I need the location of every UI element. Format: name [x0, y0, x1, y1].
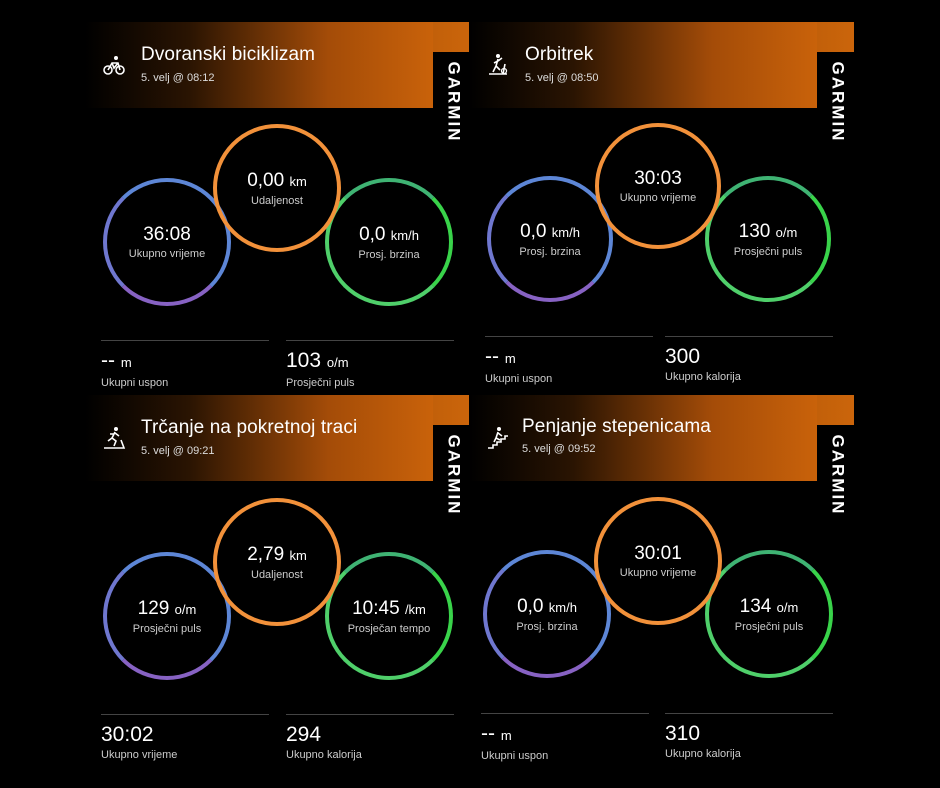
activity-card-treadmill[interactable]: Trčanje na pokretnoj traci 5. velj @ 09:… — [85, 395, 470, 785]
ring-label: Prosj. brzina — [358, 248, 420, 261]
summary-stat: 300 Ukupno kalorija — [665, 336, 833, 383]
ring-value: 129 o/m — [137, 597, 197, 619]
activity-card-elliptical[interactable]: Orbitrek 5. velj @ 08:50 GARMIN 0,0 km/h… — [469, 22, 854, 412]
treadmill-icon — [104, 427, 126, 449]
stat-ring-left: 36:08 Ukupno vrijeme — [103, 178, 231, 306]
ring-value: 0,00 km — [247, 169, 307, 191]
ring-value: 30:03 — [634, 168, 682, 189]
ring-value: 10:45 /km — [352, 597, 426, 619]
stat-ring-right: 0,0 km/h Prosj. brzina — [325, 178, 453, 306]
activity-title: Dvoranski biciklizam — [141, 44, 316, 65]
ring-value: 130 o/m — [738, 220, 798, 242]
garmin-logo: GARMIN — [828, 434, 848, 516]
ring-label: Prosječni puls — [733, 245, 803, 258]
activity-date: 5. velj @ 08:50 — [525, 72, 599, 84]
ring-value: 36:08 — [143, 224, 191, 245]
activity-date: 5. velj @ 09:21 — [141, 445, 215, 457]
stair-climbing-icon — [488, 427, 508, 449]
stat-ring-left: 0,0 km/h Prosj. brzina — [483, 550, 611, 678]
stat-ring-right: 130 o/m Prosječni puls — [705, 176, 831, 302]
summary-stat: -- m Ukupni uspon — [481, 713, 649, 762]
card-header — [469, 22, 817, 108]
card-header-accent — [817, 395, 854, 425]
stat-ring-right: 134 o/m Prosječni puls — [705, 550, 833, 678]
ring-value: 30:01 — [634, 543, 682, 564]
ring-label: Prosj. brzina — [519, 245, 581, 258]
ring-value: 0,0 km/h — [520, 220, 580, 242]
garmin-logo: GARMIN — [444, 61, 464, 143]
activity-date: 5. velj @ 08:12 — [141, 72, 215, 84]
ring-label: Udaljenost — [251, 194, 303, 207]
summary-stat: -- m Ukupni uspon — [485, 336, 653, 385]
ring-value: 0,0 km/h — [517, 595, 577, 617]
card-header — [469, 395, 817, 481]
activity-title: Penjanje stepenicama — [522, 416, 711, 437]
ring-label: Prosječni puls — [132, 622, 202, 635]
summary-stat: -- m Ukupni uspon — [101, 340, 269, 389]
ring-label: Ukupno vrijeme — [619, 567, 697, 579]
stat-ring-left: 129 o/m Prosječni puls — [103, 552, 231, 680]
stat-ring-center: 0,00 km Udaljenost — [213, 124, 341, 252]
summary-stat: 310 Ukupno kalorija — [665, 713, 833, 760]
ring-label: Udaljenost — [251, 568, 303, 581]
activity-date: 5. velj @ 09:52 — [522, 443, 596, 455]
stat-ring-right: 10:45 /km Prosječan tempo — [325, 552, 453, 680]
elliptical-icon — [489, 54, 508, 75]
ring-label: Prosj. brzina — [516, 620, 578, 633]
garmin-logo: GARMIN — [828, 61, 848, 143]
stat-ring-center: 30:03 Ukupno vrijeme — [595, 123, 721, 249]
summary-stat: 103 o/m Prosječni puls — [286, 340, 454, 389]
summary-stat: 294 Ukupno kalorija — [286, 714, 454, 761]
garmin-logo: GARMIN — [444, 434, 464, 516]
activity-title: Orbitrek — [525, 44, 594, 65]
stat-ring-center: 2,79 km Udaljenost — [213, 498, 341, 626]
activity-title: Trčanje na pokretnoj traci — [141, 417, 358, 438]
ring-label: Ukupno vrijeme — [128, 248, 206, 260]
card-header — [85, 22, 433, 108]
stat-ring-center: 30:01 Ukupno vrijeme — [594, 497, 722, 625]
ring-value: 2,79 km — [247, 543, 307, 565]
activity-card-indoor-cycling[interactable]: Dvoranski biciklizam 5. velj @ 08:12 GAR… — [85, 22, 470, 412]
card-header-accent — [433, 395, 470, 425]
summary-stat: 30:02 Ukupno vrijeme — [101, 714, 269, 761]
ring-label: Ukupno vrijeme — [619, 192, 697, 204]
card-header-accent — [817, 22, 854, 52]
ring-value: 0,0 km/h — [359, 223, 419, 245]
indoor-cycling-icon — [103, 56, 125, 75]
activity-card-stair-climbing[interactable]: Penjanje stepenicama 5. velj @ 09:52 GAR… — [469, 395, 854, 785]
ring-value: 134 o/m — [739, 595, 799, 617]
card-header-accent — [433, 22, 470, 52]
card-header — [85, 395, 433, 481]
stat-ring-left: 0,0 km/h Prosj. brzina — [487, 176, 613, 302]
ring-label: Prosječan tempo — [347, 622, 431, 635]
ring-label: Prosječni puls — [734, 620, 804, 633]
